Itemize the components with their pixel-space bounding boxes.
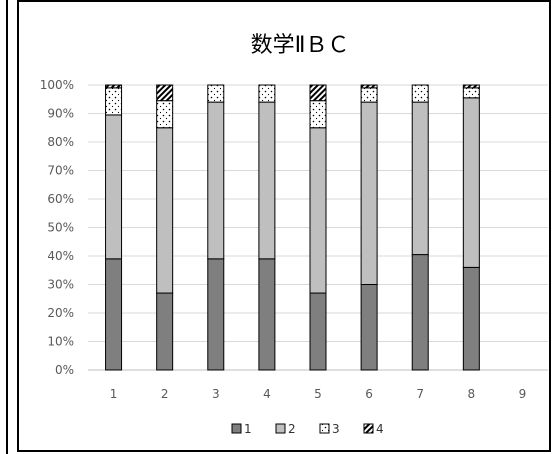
y-tick-label: 70% — [47, 164, 74, 178]
legend-swatch — [231, 423, 242, 434]
bar-segment-series-3 — [207, 84, 225, 103]
bar-segment-series-3 — [258, 84, 276, 103]
x-tick-label: 8 — [468, 387, 476, 401]
y-tick-label: 90% — [47, 107, 74, 121]
bar-segment-series-3 — [360, 87, 378, 103]
y-tick-label: 100% — [40, 78, 74, 92]
bar-segment-series-4 — [360, 84, 378, 89]
bar-segment-series-4 — [105, 84, 123, 89]
y-tick-label: 20% — [47, 306, 74, 320]
bar-segment-series-1 — [309, 292, 327, 371]
bar-segment-series-1 — [105, 258, 123, 371]
bar-segment-series-1 — [360, 284, 378, 371]
x-tick-label: 4 — [263, 387, 271, 401]
adjacent-panel-edge — [0, 0, 13, 454]
bar-segment-series-4 — [309, 84, 327, 102]
bar-segment-series-3 — [411, 84, 429, 103]
y-tick-label: 80% — [47, 135, 74, 149]
y-axis-ticks: 0% 10% 20% 30% 40% 50% 60% 70% 80% 90% 100% — [40, 78, 74, 377]
bar-segment-series-2 — [360, 101, 378, 285]
legend: 1 2 3 4 — [231, 422, 384, 436]
y-tick-label: 40% — [47, 249, 74, 263]
legend-label: 2 — [288, 422, 296, 436]
chart-title: 数学ⅡＢＣ — [251, 33, 350, 58]
x-tick-label: 5 — [314, 387, 322, 401]
bar-segment-series-1 — [411, 254, 429, 371]
x-axis-ticks: 1 2 3 4 5 6 7 8 9 — [110, 387, 527, 401]
legend-label: 3 — [332, 422, 340, 436]
bar-segment-series-2 — [156, 127, 174, 294]
bar-segment-series-1 — [258, 258, 276, 371]
bar-segment-series-3 — [309, 100, 327, 129]
bar-segment-series-3 — [105, 87, 123, 116]
legend-swatch — [275, 423, 286, 434]
y-tick-label: 60% — [47, 192, 74, 206]
legend-label: 1 — [244, 422, 252, 436]
x-tick-label: 6 — [365, 387, 373, 401]
bar-segment-series-4 — [462, 84, 480, 89]
x-tick-label: 9 — [519, 387, 527, 401]
bar-segment-series-3 — [462, 87, 480, 99]
bars — [105, 84, 480, 371]
bar-segment-series-3 — [156, 100, 174, 129]
legend-swatch — [363, 423, 374, 434]
y-tick-label: 50% — [47, 221, 74, 235]
x-tick-label: 3 — [212, 387, 220, 401]
bar-segment-series-1 — [156, 292, 174, 371]
bar-segment-series-2 — [105, 114, 123, 260]
x-tick-label: 1 — [110, 387, 118, 401]
bar-segment-series-2 — [207, 101, 225, 260]
bar-segment-series-1 — [207, 258, 225, 371]
bar-segment-series-2 — [462, 97, 480, 268]
bar-segment-series-2 — [309, 127, 327, 294]
legend-swatch — [319, 423, 330, 434]
y-tick-label: 30% — [47, 278, 74, 292]
bar-segment-series-1 — [462, 266, 480, 371]
bar-segment-series-2 — [258, 101, 276, 260]
x-tick-label: 7 — [416, 387, 424, 401]
bar-segment-series-4 — [156, 84, 174, 102]
x-tick-label: 2 — [161, 387, 169, 401]
y-tick-label: 0% — [55, 363, 74, 377]
bar-segment-series-2 — [411, 101, 429, 256]
y-tick-label: 10% — [47, 335, 74, 349]
legend-label: 4 — [376, 422, 384, 436]
panel-edge-line — [6, 0, 8, 454]
